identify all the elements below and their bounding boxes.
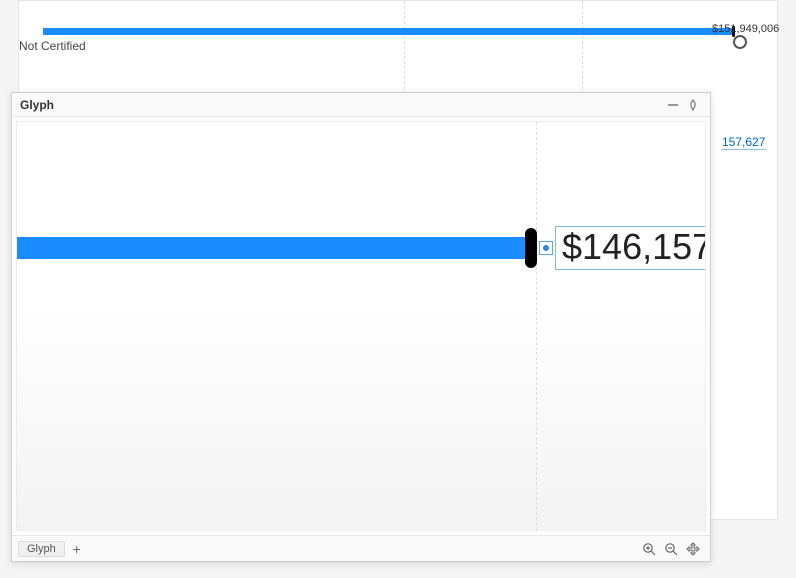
- pin-icon[interactable]: [684, 96, 702, 114]
- glyph-footer: Glyph +: [12, 535, 710, 561]
- canvas-gridline: [536, 122, 537, 530]
- add-layer-button[interactable]: +: [69, 541, 85, 557]
- glyph-titlebar[interactable]: Glyph: [12, 93, 710, 117]
- bg-bar[interactable]: [43, 28, 733, 35]
- bg-bar-value: $151,949,006: [712, 23, 779, 35]
- zoom-out-icon[interactable]: [660, 538, 682, 560]
- bg-bar-label: Not Certified: [19, 39, 86, 53]
- layer-tab-glyph[interactable]: Glyph: [18, 541, 65, 557]
- pan-icon[interactable]: [682, 538, 704, 560]
- glyph-value-textbox[interactable]: $146,157: [555, 226, 706, 270]
- glyph-canvas[interactable]: $146,157: [16, 121, 706, 531]
- cursor-icon: [733, 35, 747, 49]
- glyph-title: Glyph: [20, 98, 662, 112]
- glyph-bar[interactable]: [17, 237, 532, 259]
- minimize-icon[interactable]: [664, 96, 682, 114]
- anchor-handle-icon[interactable]: [539, 241, 553, 255]
- glyph-editor-panel: Glyph $146,157 Glyph +: [11, 92, 711, 562]
- zoom-in-icon[interactable]: [638, 538, 660, 560]
- side-value-link[interactable]: 157,627: [721, 135, 766, 150]
- glyph-bar-cap[interactable]: [525, 228, 537, 268]
- bg-bar-row: [43, 28, 733, 35]
